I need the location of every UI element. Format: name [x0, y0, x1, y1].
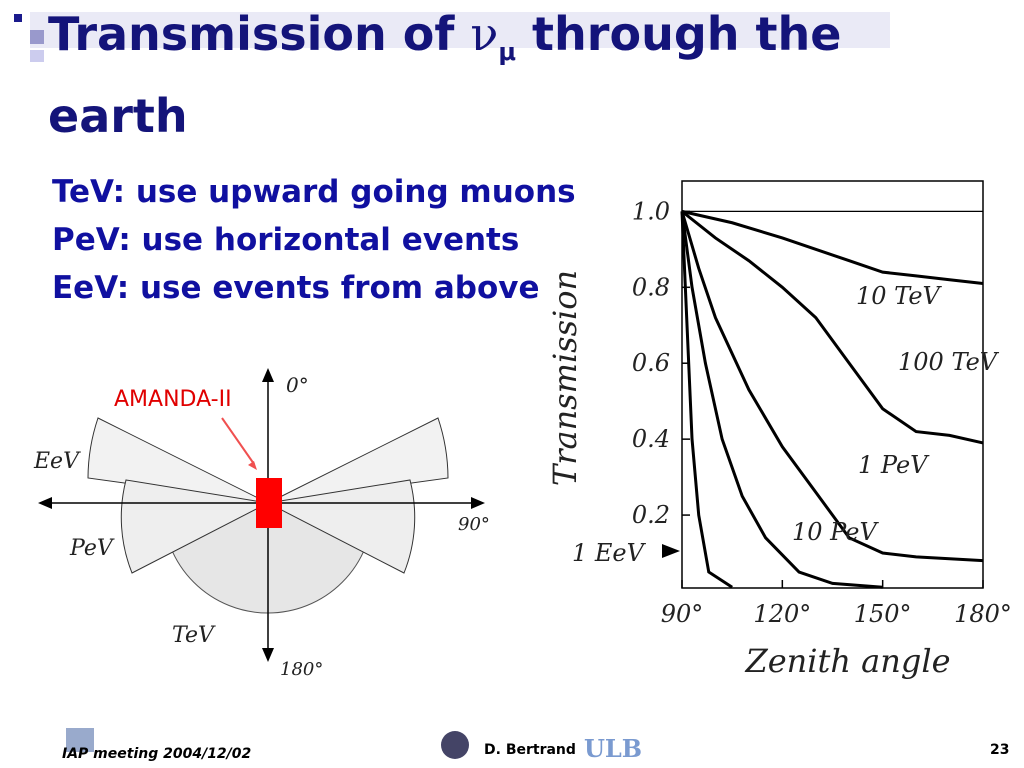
y-tick-label: 0.4	[632, 425, 670, 453]
footer-meeting: IAP meeting 2004/12/02	[62, 746, 252, 762]
title-bar	[30, 12, 890, 48]
energy-label: EeV	[33, 449, 81, 474]
diagram	[38, 368, 485, 662]
title: Transmission of νμ through the earth	[48, 2, 841, 148]
logo-globe	[441, 731, 469, 759]
x-tick-label: 150°	[854, 600, 912, 628]
x-tick-label: 90°	[661, 600, 704, 628]
deco	[30, 50, 44, 62]
curve	[681, 210, 984, 445]
deco	[0, 0, 12, 12]
chart: 0.2 0.4 0.6 0.8 1.0 90° 120° 150° 180° Transmissi…	[546, 180, 1012, 680]
curve-label: 100 TeV	[898, 348, 1000, 376]
y-tick-label: 0.6	[632, 349, 670, 377]
x-tick-label: 180°	[954, 600, 1012, 628]
title-text: earth	[48, 89, 188, 144]
bullet-text: PeV: use horizontal events	[52, 222, 520, 258]
angle-label: 90°	[458, 514, 490, 535]
pointer-head	[248, 461, 257, 470]
curve	[680, 211, 733, 589]
footer-author: D. Bertrand	[484, 742, 576, 758]
marker-arrow	[662, 544, 680, 558]
footer-logo: ULB	[584, 734, 643, 763]
detector-label: AMANDA-II	[114, 387, 232, 412]
bullet-text: EeV: use events from above	[52, 270, 540, 306]
curve	[680, 211, 883, 589]
deco	[30, 30, 44, 44]
curve-label: 1 PeV	[858, 451, 930, 479]
y-tick-label: 0.8	[632, 273, 670, 301]
angle-label: 0°	[286, 373, 309, 397]
bullet	[14, 14, 22, 22]
curve-label: 10 PeV	[792, 518, 879, 546]
y-axis-label: Transmission	[546, 270, 584, 486]
bullet-text: TeV: use upward going muons	[52, 174, 576, 210]
x-axis-label: Zenith angle	[745, 642, 951, 680]
title-text: through the	[516, 7, 842, 61]
logo	[66, 728, 94, 752]
title-text: Transmission of	[48, 7, 471, 61]
pointer	[221, 417, 255, 465]
page-number: 23	[990, 742, 1010, 758]
curve-label: 10 TeV	[856, 282, 943, 310]
angle-label: 180°	[280, 659, 323, 680]
energy-label: PeV	[69, 536, 115, 561]
title-nu: ν	[470, 7, 499, 61]
curve	[680, 210, 984, 563]
curve	[681, 209, 984, 285]
plot-frame	[681, 180, 984, 589]
y-tick-label: 0.2	[632, 501, 670, 529]
bullets: TeV: use upward going muons PeV: use hor…	[52, 168, 576, 312]
energy-label: TeV	[172, 623, 216, 648]
curve-label: 1 EeV	[572, 539, 647, 567]
x-tick-label: 120°	[753, 600, 811, 628]
title-sub: μ	[498, 38, 517, 67]
detector	[256, 478, 282, 528]
y-tick-label: 1.0	[632, 197, 670, 225]
